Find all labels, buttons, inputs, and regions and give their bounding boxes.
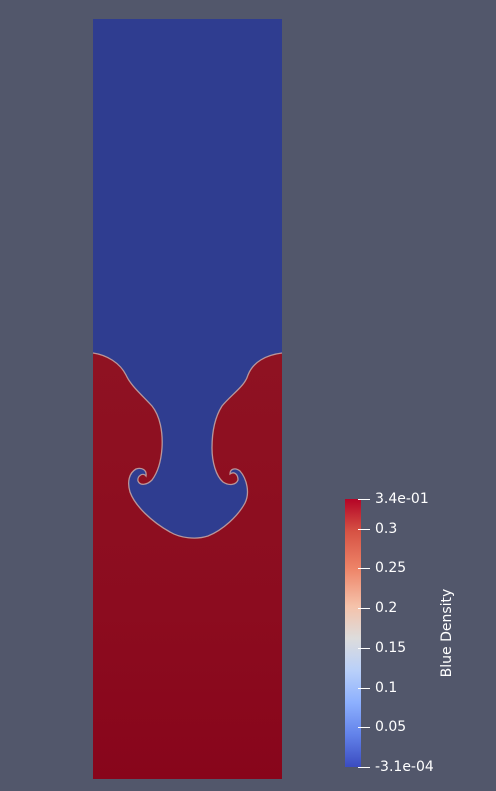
red-fluid-region — [93, 353, 282, 779]
colorbar-gradient — [345, 499, 361, 767]
colorbar-tick-label: 0.15 — [375, 640, 407, 656]
colorbar-tick — [358, 767, 370, 768]
colorbar-tick-label: 0.1 — [375, 680, 398, 696]
colorbar-tick — [358, 529, 370, 530]
colorbar-tick-label: 0.05 — [375, 719, 407, 735]
colorbar-title: Blue Density — [439, 588, 455, 678]
fluid-interface — [92, 352, 283, 539]
colorbar-tick — [358, 608, 370, 609]
colorbar-max-label: 3.4e-01 — [375, 491, 429, 507]
colorbar-tick — [358, 568, 370, 569]
colorbar-tick — [358, 499, 370, 500]
colorbar-tick-label: 0.3 — [375, 521, 398, 537]
colorbar-tick-label: 0.2 — [375, 600, 398, 616]
colorbar-tick — [358, 648, 370, 649]
colorbar-tick — [358, 727, 370, 728]
colorbar-tick — [358, 688, 370, 689]
colorbar-min-label: -3.1e-04 — [375, 759, 434, 775]
colorbar-tick-label: 0.25 — [375, 560, 407, 576]
